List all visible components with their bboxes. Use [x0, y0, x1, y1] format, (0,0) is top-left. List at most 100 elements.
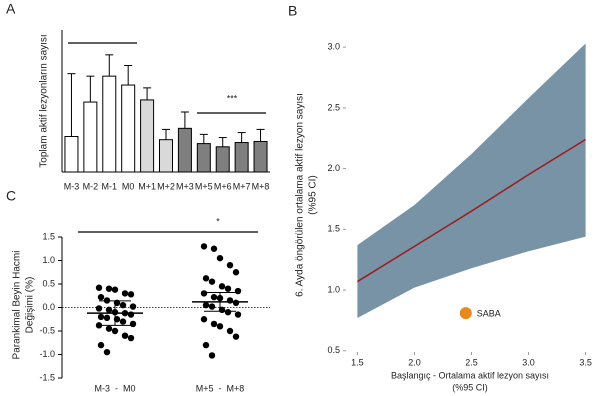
dot	[226, 297, 234, 304]
dot	[95, 305, 103, 312]
dot	[97, 341, 105, 349]
dot	[202, 275, 210, 282]
y-axis-label: Parankimal Beyin Hacmi	[12, 251, 23, 360]
dot	[97, 293, 105, 301]
dot	[111, 327, 119, 335]
dot	[232, 269, 240, 276]
bar	[215, 146, 230, 173]
x-tick-label: M+8	[252, 181, 270, 191]
dot	[208, 352, 216, 359]
x-tick-label: M+2	[157, 181, 175, 191]
dot	[216, 323, 224, 330]
dot	[129, 303, 137, 310]
dot	[103, 348, 111, 356]
x-tick-label: M-3 - M0	[94, 383, 135, 393]
y-tick-label: 3.0	[327, 42, 340, 52]
dot	[105, 285, 113, 292]
annotation: ***	[227, 93, 238, 103]
x-axis-label: (%95 CI)	[452, 382, 488, 392]
dot	[103, 314, 111, 322]
bar	[102, 75, 117, 173]
dot	[234, 287, 242, 295]
dot	[224, 309, 232, 316]
bar	[253, 140, 268, 173]
dot	[226, 262, 234, 269]
dot	[218, 283, 226, 290]
dot	[105, 306, 113, 314]
dot	[232, 333, 240, 340]
y-tick-label: -1.5	[39, 372, 55, 382]
x-tick-label: M-1	[102, 181, 118, 191]
y-tick-label: 0.5	[327, 345, 340, 355]
panel-label: B	[288, 3, 297, 19]
y-axis-label: Değişimi (%)	[25, 277, 36, 334]
dot	[202, 341, 210, 349]
x-tick-label: M+3	[176, 181, 194, 191]
y-tick-label: 2.5	[327, 102, 340, 112]
bar	[64, 136, 79, 173]
bar	[177, 127, 192, 173]
x-tick-label: M+5 - M+8	[196, 383, 245, 393]
confidence-band	[357, 43, 586, 318]
dot	[208, 278, 216, 285]
x-tick-label: M+6	[214, 181, 232, 191]
panel-label: A	[6, 1, 16, 17]
bar	[140, 99, 155, 173]
dot	[127, 291, 135, 298]
x-tick-label: 3.5	[579, 357, 592, 367]
dot	[202, 301, 210, 309]
x-tick-label: M-3	[64, 181, 80, 191]
y-tick-label: 0.5	[42, 278, 55, 288]
bar	[159, 139, 173, 173]
dot	[119, 318, 127, 325]
x-axis-label: Başlangıç - Ortalama aktif lezyon sayısı	[391, 370, 549, 380]
dot	[210, 245, 218, 252]
dot	[226, 327, 234, 335]
x-tick-label: 2.0	[408, 357, 421, 367]
x-tick-label: 3.0	[522, 357, 535, 367]
bar	[196, 143, 211, 173]
dot	[121, 290, 129, 297]
dot	[127, 311, 135, 318]
dot	[208, 303, 216, 310]
y-tick-label: 0.0	[42, 302, 55, 312]
x-tick-label: M0	[122, 181, 135, 191]
y-axis-label: Toplam aktif lezyonların sayısı	[39, 34, 50, 167]
dot	[97, 313, 105, 321]
dot	[119, 301, 127, 309]
y-tick-label: 1.5	[42, 231, 55, 241]
y-tick-label: -1.0	[39, 349, 55, 359]
y-tick-label: 1.0	[327, 284, 340, 294]
x-tick-label: 1.5	[351, 357, 364, 367]
dot	[232, 299, 240, 306]
dot	[216, 254, 224, 262]
dot	[129, 320, 137, 328]
x-tick-label: M+1	[138, 181, 156, 191]
y-tick-label: 1.5	[327, 224, 340, 234]
dot	[200, 290, 208, 297]
y-axis-label: 6. Ayda öngörülen ortalama aktif lezyon …	[295, 93, 306, 297]
point-label: SABA	[477, 309, 501, 319]
x-tick-label: M-2	[83, 181, 99, 191]
dot	[121, 332, 129, 339]
dot	[127, 334, 135, 342]
x-tick-label: 2.5	[465, 357, 478, 367]
bar	[121, 84, 136, 173]
dot	[210, 320, 218, 328]
y-tick-label: 1.0	[42, 255, 55, 265]
dot	[200, 316, 208, 323]
dot	[105, 325, 113, 332]
prediction-line	[357, 138, 586, 283]
panel-label: C	[6, 188, 16, 204]
y-axis-label: (%95 CI)	[308, 175, 319, 214]
dot	[95, 284, 103, 291]
point	[459, 307, 472, 320]
annotation: *	[216, 216, 220, 226]
x-tick-label: M+7	[233, 181, 251, 191]
dot	[224, 285, 232, 292]
dot	[111, 286, 119, 293]
dot	[234, 311, 242, 318]
bar	[83, 101, 98, 173]
